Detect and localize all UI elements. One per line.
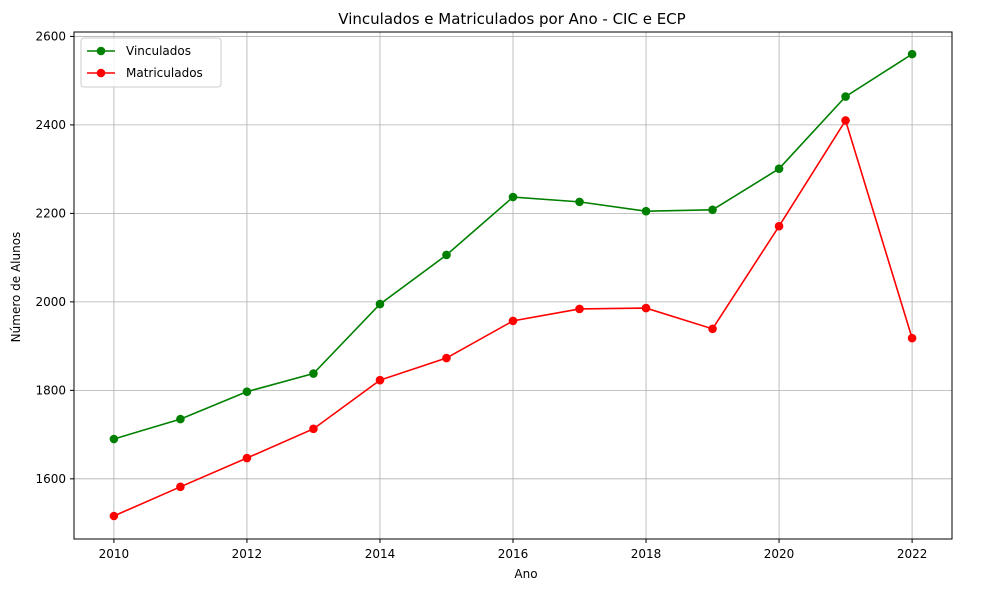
data-point-matriculados	[508, 316, 518, 326]
x-axis-label: Ano	[514, 567, 537, 581]
data-point-vinculados	[907, 49, 917, 59]
x-tick-label: 2020	[764, 547, 795, 561]
data-point-vinculados	[575, 197, 584, 207]
x-tick-label: 2014	[365, 547, 396, 561]
data-point-vinculados	[774, 164, 784, 174]
data-point-matriculados	[375, 375, 385, 385]
data-point-vinculados	[109, 434, 119, 444]
x-tick-label: 2012	[232, 547, 263, 561]
data-point-matriculados	[708, 324, 717, 334]
data-point-matriculados	[176, 482, 185, 492]
axis-ticks: 2010 2012 2014 2016 2018 2020 2022 1600 1800 2000…	[35, 29, 927, 561]
data-point-matriculados	[242, 453, 252, 463]
legend-label-vinculados: Vinculados	[126, 44, 191, 58]
grid	[74, 32, 952, 539]
x-tick-label: 2010	[99, 547, 130, 561]
data-point-vinculados	[641, 206, 651, 216]
data-point-vinculados	[708, 205, 717, 215]
legend: Vinculados Matriculados	[80, 37, 222, 88]
data-point-vinculados	[309, 369, 318, 378]
data-point-vinculados	[841, 92, 850, 101]
x-tick-label: 2022	[897, 547, 928, 561]
data-point-matriculados	[841, 116, 850, 125]
legend-marker-matriculados	[96, 68, 106, 78]
y-tick-label: 1600	[35, 472, 66, 486]
data-point-matriculados	[109, 511, 119, 521]
data-point-matriculados	[575, 304, 584, 314]
data-point-vinculados	[176, 414, 185, 424]
data-point-vinculados	[508, 192, 518, 202]
data-point-matriculados	[774, 221, 784, 231]
legend-label-matriculados: Matriculados	[126, 66, 203, 80]
chart-title: Vinculados e Matriculados por Ano - CIC …	[338, 10, 685, 28]
legend-box	[80, 37, 222, 88]
data-point-matriculados	[641, 303, 651, 313]
y-tick-label: 2200	[35, 206, 66, 220]
data-point-matriculados	[442, 353, 451, 363]
y-tick-label: 2000	[35, 295, 66, 309]
y-tick-label: 1800	[35, 383, 66, 397]
y-tick-label: 2400	[35, 118, 66, 132]
x-tick-label: 2018	[631, 547, 662, 561]
data-point-vinculados	[242, 387, 252, 396]
data-point-matriculados	[907, 333, 917, 343]
legend-marker-vinculados	[96, 46, 106, 56]
series-lines	[109, 49, 917, 521]
data-point-matriculados	[309, 424, 318, 434]
x-tick-label: 2016	[498, 547, 529, 561]
data-point-vinculados	[375, 299, 385, 309]
y-axis-label: Número de Alunos	[9, 232, 23, 343]
data-point-vinculados	[442, 250, 451, 260]
y-tick-label: 2600	[35, 29, 66, 43]
